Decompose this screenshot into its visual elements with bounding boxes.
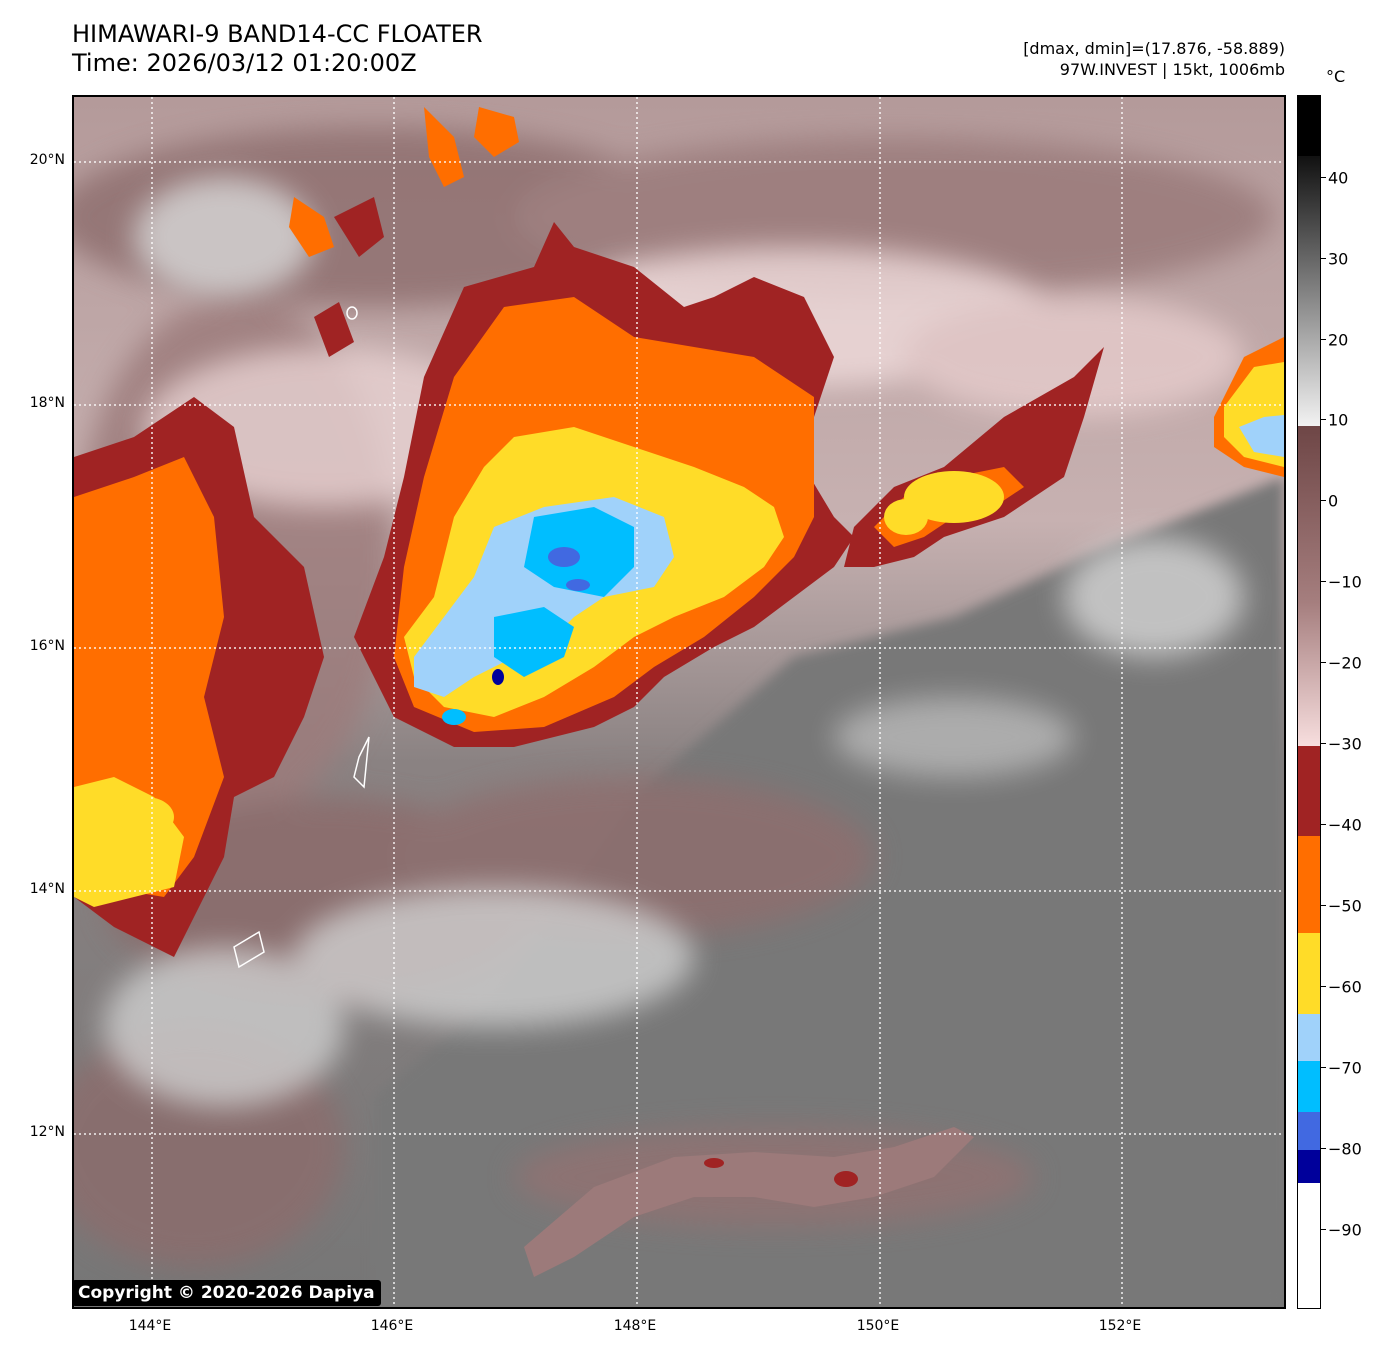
chart-title: HIMAWARI-9 BAND14-CC FLOATER Time: 2026/… [72, 20, 483, 78]
cbar-tick-30: 30 [1328, 249, 1349, 269]
colorbar-unit: °C [1326, 67, 1346, 86]
satellite-imagery [74, 97, 1284, 1307]
lat-label-18n: 18°N [29, 395, 65, 411]
cbar-tick-m60: −60 [1328, 977, 1362, 997]
cbar-tick-m50: −50 [1328, 896, 1362, 916]
cbar-tick-m80: −80 [1328, 1139, 1362, 1159]
lat-label-20n: 20°N [29, 152, 65, 168]
lat-label-12n: 12°N [29, 1124, 65, 1140]
temperature-colorbar [1297, 95, 1321, 1309]
storm-info: [dmax, dmin]=(17.876, -58.889) 97W.INVES… [1023, 38, 1285, 80]
cbar-tick-m10: −10 [1328, 572, 1362, 592]
copyright-badge: Copyright © 2020-2026 Dapiya [72, 1280, 381, 1306]
cbar-tick-0: 0 [1328, 491, 1339, 511]
lon-label-148e: 148°E [613, 1318, 657, 1334]
cbar-tick-40: 40 [1328, 168, 1349, 188]
cbar-tick-m20: −20 [1328, 653, 1362, 673]
cbar-tick-10: 10 [1328, 410, 1349, 430]
lon-label-144e: 144°E [128, 1318, 172, 1334]
lat-label-14n: 14°N [29, 881, 65, 897]
lon-label-150e: 150°E [856, 1318, 900, 1334]
cbar-tick-20: 20 [1328, 330, 1349, 350]
title-line-2: Time: 2026/03/12 01:20:00Z [72, 49, 417, 77]
lat-label-16n: 16°N [29, 638, 65, 654]
cbar-tick-m40: −40 [1328, 815, 1362, 835]
lon-label-152e: 152°E [1098, 1318, 1142, 1334]
dmax-dmin-readout: [dmax, dmin]=(17.876, -58.889) [1023, 39, 1285, 58]
cbar-tick-m30: −30 [1328, 734, 1362, 754]
storm-summary: 97W.INVEST | 15kt, 1006mb [1059, 60, 1285, 79]
cbar-tick-m70: −70 [1328, 1058, 1362, 1078]
lon-label-146e: 146°E [370, 1318, 414, 1334]
cbar-tick-m90: −90 [1328, 1220, 1362, 1240]
title-line-1: HIMAWARI-9 BAND14-CC FLOATER [72, 20, 483, 48]
satellite-image-panel [72, 95, 1286, 1309]
